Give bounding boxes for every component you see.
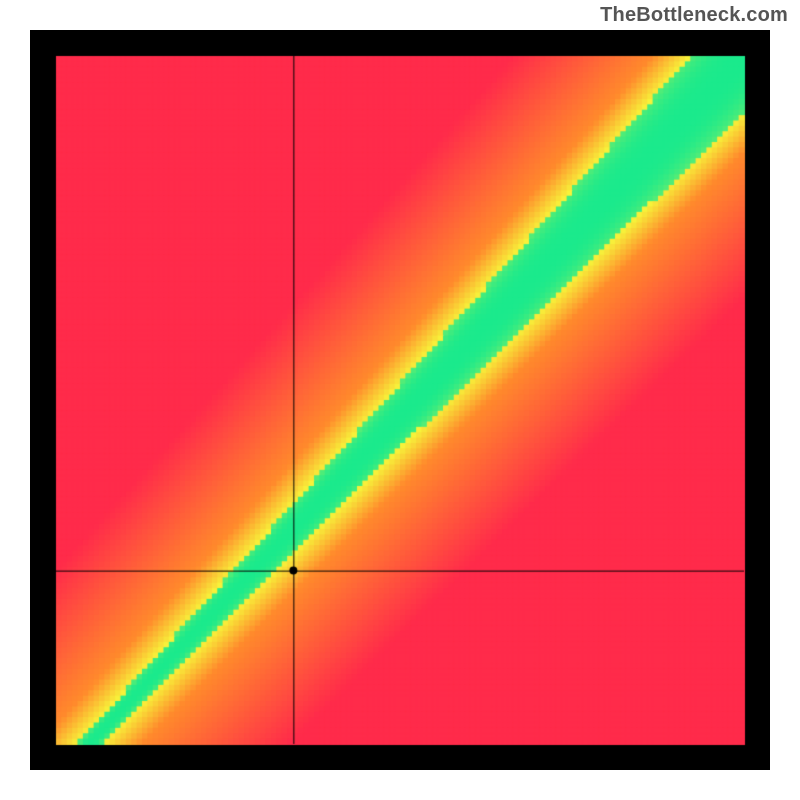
chart-frame [30, 30, 770, 770]
root-container: TheBottleneck.com [0, 0, 800, 800]
bottleneck-heatmap [30, 30, 770, 770]
watermark-text: TheBottleneck.com [600, 4, 788, 27]
